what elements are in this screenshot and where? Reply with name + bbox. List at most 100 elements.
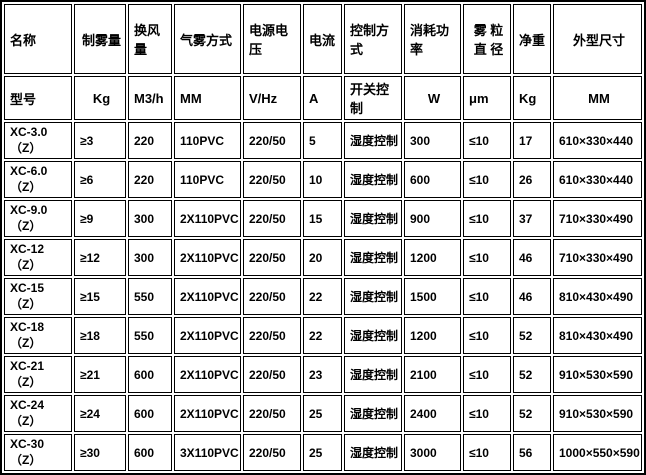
- cell-voltage: 220/50: [243, 278, 301, 315]
- unit-model: 型号: [4, 76, 72, 120]
- header-dimensions: 外型尺寸: [553, 4, 642, 74]
- cell-air-volume: 300: [128, 200, 172, 237]
- cell-net-weight: 56: [513, 434, 551, 471]
- cell-spray-mode: 2X110PVC: [174, 278, 241, 315]
- cell-net-weight: 52: [513, 356, 551, 393]
- cell-net-weight: 17: [513, 122, 551, 159]
- cell-net-weight: 46: [513, 278, 551, 315]
- table-header: 名称 制雾量 换风量 气雾方式 电源电压 电流 控制方式 消耗功 率雾 粒 直 径净重 外型尺寸…: [4, 4, 642, 120]
- cell-dimensions: 710×330×490: [553, 239, 642, 276]
- header-particle-diameter: 雾 粒 直 径: [463, 4, 511, 74]
- cell-model: XC-15（Z）: [4, 278, 72, 315]
- cell-particle-diameter: ≤10: [463, 161, 511, 198]
- unit-voltage: V/Hz: [243, 76, 301, 120]
- cell-voltage: 220/50: [243, 395, 301, 432]
- cell-model: XC-21（Z）: [4, 356, 72, 393]
- cell-dimensions: 610×330×440: [553, 161, 642, 198]
- cell-fog-output: ≥24: [74, 395, 126, 432]
- header-air-volume: 换风量: [128, 4, 172, 74]
- cell-dimensions: 810×430×490: [553, 317, 642, 354]
- table-row: XC-3.0（Z） ≥3 220 110PVC 220/50 5 湿度控制 300 ≤10 17 6…: [4, 122, 642, 159]
- unit-control-mode: 开关控制: [344, 76, 402, 120]
- cell-air-volume: 600: [128, 434, 172, 471]
- cell-power: 1500: [404, 278, 461, 315]
- table-row: XC-18（Z） ≥18 550 2X110PVC 220/50 22 湿度控制 1200 ≤1…: [4, 317, 642, 354]
- cell-air-volume: 220: [128, 122, 172, 159]
- table-row: XC-21（Z） ≥21 600 2X110PVC 220/50 23 湿度控制 2100 ≤1…: [4, 356, 642, 393]
- cell-control-mode: 湿度控制: [344, 278, 402, 315]
- cell-net-weight: 52: [513, 317, 551, 354]
- cell-voltage: 220/50: [243, 122, 301, 159]
- cell-current: 23: [303, 356, 342, 393]
- cell-net-weight: 37: [513, 200, 551, 237]
- cell-current: 25: [303, 434, 342, 471]
- cell-control-mode: 湿度控制: [344, 239, 402, 276]
- header-control-mode: 控制方式: [344, 4, 402, 74]
- cell-spray-mode: 2X110PVC: [174, 317, 241, 354]
- cell-fog-output: ≥18: [74, 317, 126, 354]
- cell-dimensions: 810×430×490: [553, 278, 642, 315]
- table-row: XC-15（Z） ≥15 550 2X110PVC 220/50 22 湿度控制 1500 ≤1…: [4, 278, 642, 315]
- cell-power: 600: [404, 161, 461, 198]
- cell-model: XC-18（Z）: [4, 317, 72, 354]
- cell-current: 22: [303, 317, 342, 354]
- cell-voltage: 220/50: [243, 161, 301, 198]
- cell-net-weight: 46: [513, 239, 551, 276]
- header-spray-mode: 气雾方式: [174, 4, 241, 74]
- cell-particle-diameter: ≤10: [463, 434, 511, 471]
- cell-dimensions: 910×530×590: [553, 356, 642, 393]
- cell-air-volume: 300: [128, 239, 172, 276]
- cell-voltage: 220/50: [243, 200, 301, 237]
- cell-model: XC-30（Z）: [4, 434, 72, 471]
- table-row: XC-24（Z） ≥24 600 2X110PVC 220/50 25 湿度控制 2400 ≤1…: [4, 395, 642, 432]
- unit-particle-diameter: μm: [463, 76, 511, 120]
- cell-spray-mode: 110PVC: [174, 161, 241, 198]
- cell-power: 1200: [404, 317, 461, 354]
- cell-spray-mode: 110PVC: [174, 122, 241, 159]
- cell-fog-output: ≥3: [74, 122, 126, 159]
- cell-fog-output: ≥12: [74, 239, 126, 276]
- cell-particle-diameter: ≤10: [463, 395, 511, 432]
- cell-fog-output: ≥15: [74, 278, 126, 315]
- cell-power: 1200: [404, 239, 461, 276]
- cell-air-volume: 220: [128, 161, 172, 198]
- header-row: 名称 制雾量 换风量 气雾方式 电源电压 电流 控制方式 消耗功 率雾 粒 直 径净重 外型尺寸: [4, 4, 642, 74]
- cell-fog-output: ≥6: [74, 161, 126, 198]
- cell-air-volume: 600: [128, 395, 172, 432]
- cell-air-volume: 600: [128, 356, 172, 393]
- cell-power: 3000: [404, 434, 461, 471]
- cell-air-volume: 550: [128, 317, 172, 354]
- cell-spray-mode: 3X110PVC: [174, 434, 241, 471]
- table-row: XC-30（Z） ≥30 600 3X110PVC 220/50 25 湿度控制 3000 ≤1…: [4, 434, 642, 471]
- cell-voltage: 220/50: [243, 239, 301, 276]
- cell-control-mode: 湿度控制: [344, 122, 402, 159]
- cell-model: XC-24（Z）: [4, 395, 72, 432]
- cell-model: XC-3.0（Z）: [4, 122, 72, 159]
- cell-particle-diameter: ≤10: [463, 122, 511, 159]
- cell-control-mode: 湿度控制: [344, 356, 402, 393]
- cell-control-mode: 湿度控制: [344, 395, 402, 432]
- cell-current: 15: [303, 200, 342, 237]
- cell-spray-mode: 2X110PVC: [174, 395, 241, 432]
- header-model: 名称: [4, 4, 72, 74]
- cell-fog-output: ≥21: [74, 356, 126, 393]
- cell-power: 2100: [404, 356, 461, 393]
- header-current: 电流: [303, 4, 342, 74]
- cell-fog-output: ≥9: [74, 200, 126, 237]
- cell-current: 20: [303, 239, 342, 276]
- header-fog-output: 制雾量: [74, 4, 126, 74]
- unit-dimensions: MM: [553, 76, 642, 120]
- unit-spray-mode: MM: [174, 76, 241, 120]
- cell-model: XC-9.0（Z）: [4, 200, 72, 237]
- cell-dimensions: 910×530×590: [553, 395, 642, 432]
- cell-voltage: 220/50: [243, 434, 301, 471]
- cell-net-weight: 26: [513, 161, 551, 198]
- cell-current: 22: [303, 278, 342, 315]
- unit-power: W: [404, 76, 461, 120]
- cell-particle-diameter: ≤10: [463, 278, 511, 315]
- cell-spray-mode: 2X110PVC: [174, 200, 241, 237]
- header-power: 消耗功 率: [404, 4, 461, 74]
- cell-voltage: 220/50: [243, 317, 301, 354]
- cell-fog-output: ≥30: [74, 434, 126, 471]
